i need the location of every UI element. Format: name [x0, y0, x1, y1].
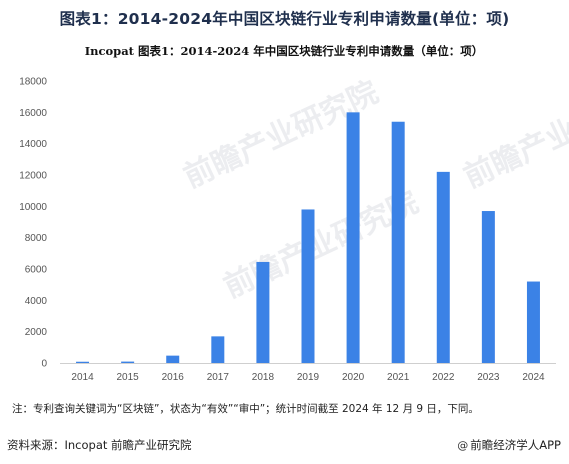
x-axis: 2014 2015 2016 2017 2018 2019 2020 2021 2022 2023… [71, 372, 545, 383]
bar-2021 [391, 121, 405, 363]
at-icon: @ [457, 439, 469, 452]
x-tick-label: 2019 [297, 372, 320, 383]
bar-2017 [211, 336, 225, 363]
x-tick-label: 2018 [252, 372, 275, 383]
x-tick-label: 2017 [207, 372, 230, 383]
y-tick-label: 0 [41, 359, 47, 370]
bar-2023 [481, 211, 495, 363]
brand-label: @ 前瞻经济学人APP [457, 437, 561, 453]
x-tick-label: 2022 [432, 372, 455, 383]
x-tick-label: 2020 [342, 372, 365, 383]
x-tick-label: 2015 [117, 372, 140, 383]
bar-2016 [166, 355, 180, 363]
bar-2022 [436, 171, 450, 363]
x-tick-label: 2024 [522, 372, 545, 383]
bar-2014 [76, 361, 90, 363]
y-tick-label: 4000 [25, 296, 48, 307]
bar-2019 [301, 209, 315, 363]
bar-2018 [256, 261, 270, 363]
y-tick-label: 6000 [25, 265, 48, 276]
footnote: 注：专利查询关键词为“区块链”，状态为“有效”“审中”；统计时间截至 2024 … [12, 403, 479, 415]
x-tick-label: 2016 [162, 372, 185, 383]
chart-svg: 前瞻产业研究院 前瞻产业研究院 前瞻产业研究院 Incopat 图表1：2014… [19, 44, 569, 383]
bar-2020 [346, 112, 360, 363]
y-tick-label: 18000 [19, 77, 47, 88]
page-title: 图表1：2014-2024年中国区块链行业专利申请数量(单位：项) [59, 10, 510, 28]
y-tick-label: 2000 [25, 327, 48, 338]
y-tick-label: 10000 [19, 202, 47, 213]
x-tick-label: 2021 [387, 372, 410, 383]
y-tick-label: 16000 [19, 108, 47, 119]
watermark-layer: 前瞻产业研究院 前瞻产业研究院 前瞻产业研究院 [179, 75, 569, 305]
y-axis: 0 2000 4000 6000 8000 10000 12000 14000 16000 180… [19, 77, 47, 370]
y-tick-label: 8000 [25, 233, 48, 244]
bars [76, 112, 540, 363]
x-tick-label: 2014 [71, 372, 94, 383]
source-text: 资料来源：Incopat 前瞻产业研究院 [7, 438, 192, 452]
y-tick-label: 14000 [19, 139, 47, 150]
bar-2024 [526, 281, 540, 363]
chart: 前瞻产业研究院 前瞻产业研究院 前瞻产业研究院 Incopat 图表1：2014… [0, 38, 569, 390]
brand-text: 前瞻经济学人APP [470, 438, 561, 452]
y-tick-label: 12000 [19, 171, 47, 182]
chart-title: Incopat 图表1：2014-2024 年中国区块链行业专利申请数量（单位：… [85, 44, 484, 58]
bar-2015 [121, 361, 135, 363]
x-tick-label: 2023 [477, 372, 500, 383]
watermark: 前瞻产业研究院 [459, 75, 569, 195]
